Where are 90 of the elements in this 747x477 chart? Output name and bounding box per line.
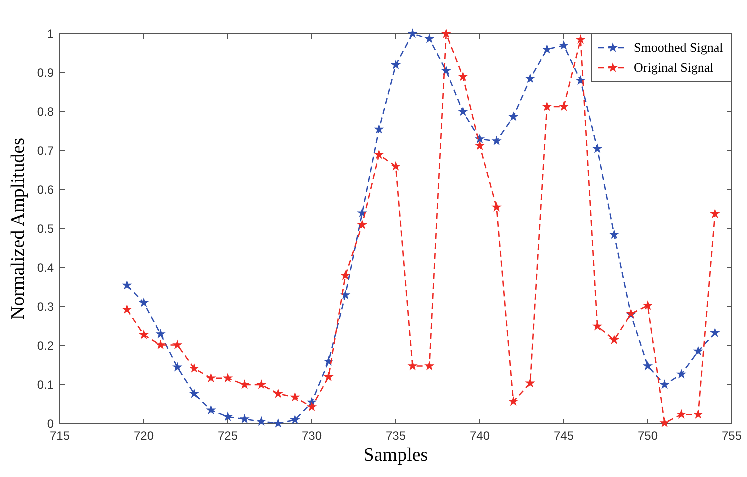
point <box>576 34 586 44</box>
point <box>492 202 502 212</box>
point <box>324 372 334 382</box>
point <box>458 106 468 116</box>
point <box>693 409 704 419</box>
point <box>441 66 452 76</box>
point <box>189 388 200 398</box>
y-tick-label: 0.3 <box>37 300 54 314</box>
point <box>474 140 486 150</box>
y-tick-label: 0.6 <box>37 183 54 197</box>
point <box>424 34 435 44</box>
point <box>609 334 620 344</box>
point <box>676 369 687 379</box>
point <box>542 44 552 54</box>
point <box>508 112 519 122</box>
point <box>273 418 284 428</box>
point <box>660 418 670 428</box>
x-tick-label: 735 <box>386 429 406 443</box>
point <box>222 373 234 383</box>
point <box>138 298 150 308</box>
point <box>172 362 183 372</box>
point <box>492 136 502 146</box>
y-tick-label: 0.8 <box>37 105 54 119</box>
point <box>609 230 620 240</box>
point <box>642 360 654 371</box>
point <box>273 388 284 398</box>
point <box>424 360 435 371</box>
point <box>592 321 603 331</box>
x-axis-title: Samples <box>364 445 428 466</box>
point <box>122 280 132 290</box>
point <box>138 330 150 340</box>
point <box>340 270 351 280</box>
y-tick-label: 0.9 <box>37 66 54 80</box>
y-axis-title: Normalized Amplitudes <box>8 138 29 320</box>
x-tick-label: 720 <box>134 429 154 443</box>
point <box>390 60 402 70</box>
point <box>474 134 486 144</box>
y-tick-label: 0.7 <box>37 144 54 158</box>
point <box>441 28 452 38</box>
x-tick-label: 725 <box>218 429 238 443</box>
point <box>122 304 132 314</box>
y-tick-label: 0 <box>47 417 54 431</box>
x-tick-label: 730 <box>302 429 322 443</box>
point <box>642 300 654 310</box>
point <box>357 220 368 230</box>
point <box>542 102 552 112</box>
point <box>710 328 720 338</box>
point <box>222 412 234 422</box>
point <box>256 380 267 390</box>
legend-label: Original Signal <box>634 60 714 75</box>
point <box>710 208 720 218</box>
y-tick-label: 1 <box>47 27 54 41</box>
point <box>525 378 536 388</box>
point <box>306 402 318 412</box>
point <box>172 340 183 350</box>
x-tick-label: 755 <box>722 429 742 443</box>
y-tick-label: 0.5 <box>37 222 54 236</box>
y-tick-label: 0.2 <box>37 339 54 353</box>
point <box>558 40 570 50</box>
point <box>374 124 384 134</box>
point <box>660 380 670 390</box>
legend-label: Smoothed Signal <box>634 40 724 55</box>
point <box>408 360 418 371</box>
point <box>458 72 468 82</box>
point <box>340 290 351 300</box>
point <box>525 74 536 84</box>
point <box>558 102 570 112</box>
point <box>390 161 402 171</box>
point <box>240 414 250 424</box>
point <box>508 396 519 406</box>
point <box>290 392 300 402</box>
point <box>676 409 687 419</box>
x-tick-label: 750 <box>638 429 658 443</box>
point <box>592 144 603 154</box>
point <box>374 150 384 160</box>
point <box>408 28 418 38</box>
point <box>240 380 250 390</box>
point <box>156 328 166 339</box>
y-tick-label: 0.1 <box>37 378 54 392</box>
x-tick-label: 740 <box>470 429 490 443</box>
point <box>156 340 166 350</box>
x-tick-label: 745 <box>554 429 574 443</box>
point <box>206 405 216 415</box>
point <box>189 363 200 373</box>
x-tick-label: 715 <box>50 429 70 443</box>
point <box>206 373 216 383</box>
y-tick-label: 0.4 <box>37 261 54 275</box>
point <box>256 416 267 426</box>
point <box>693 346 704 356</box>
point <box>290 414 300 424</box>
